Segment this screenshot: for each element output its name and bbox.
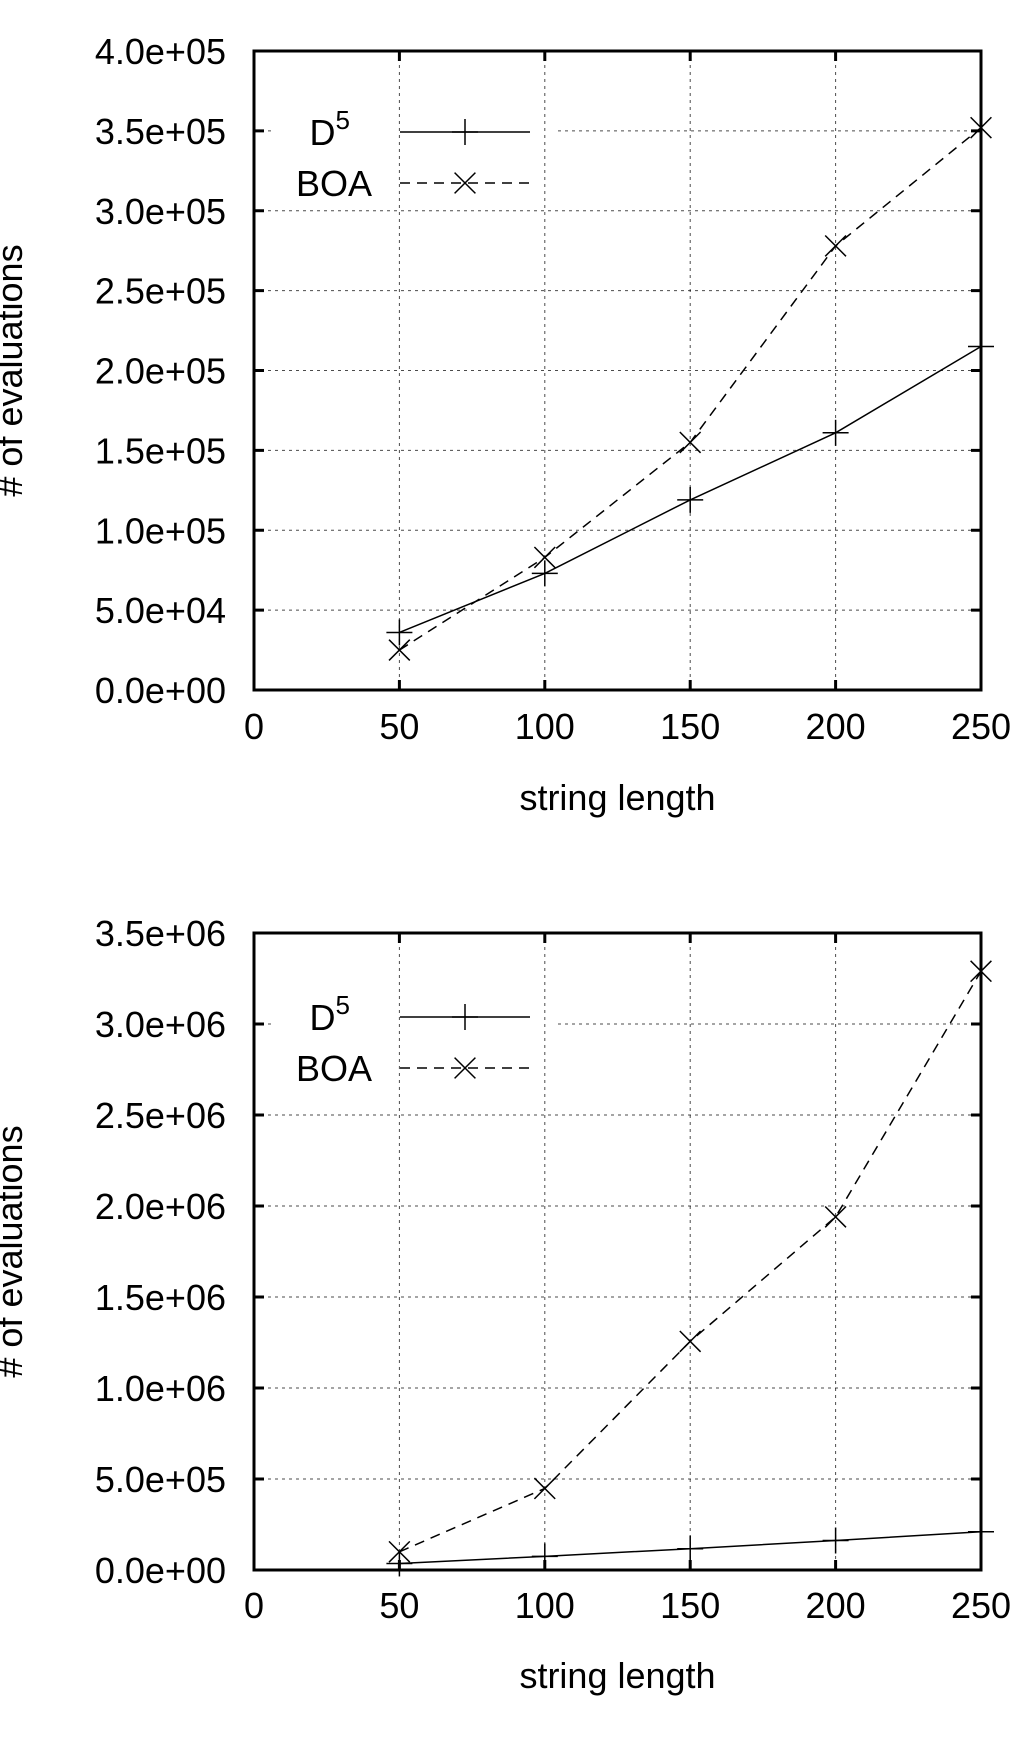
y-tick-label: 2.5e+05 <box>95 271 226 312</box>
x-axis-label: string length <box>519 1655 715 1696</box>
x-tick-label: 100 <box>515 1585 575 1626</box>
cross-marker <box>970 116 992 139</box>
y-tick-label: 3.5e+05 <box>95 111 226 152</box>
series-boa <box>388 116 992 661</box>
y-axis-label: # of evaluations <box>0 1125 30 1377</box>
x-tick-label: 150 <box>660 1585 720 1626</box>
cross-marker <box>388 639 411 661</box>
legend-label-superscript: 5 <box>336 990 350 1020</box>
data-point <box>388 639 411 661</box>
legend-label: D5 <box>310 990 350 1038</box>
plot-frame <box>252 49 983 692</box>
x-tick-label: 200 <box>806 706 866 747</box>
cross-marker <box>533 546 556 569</box>
series-d <box>386 333 994 646</box>
x-tick-label: 200 <box>806 1585 866 1626</box>
chart-1: 0 50 100 150 200 250 0.0e+00 5.0e+04 1.0e+05 1.5e… <box>0 31 1011 818</box>
series-boa <box>388 960 992 1563</box>
y-tick-label: 2.0e+06 <box>95 1186 226 1227</box>
x-tick-label: 250 <box>951 1585 1011 1626</box>
legend-entry-boa: BOA <box>296 163 530 204</box>
legend-label-text: D <box>310 997 336 1038</box>
data-point <box>824 234 847 257</box>
legend-label-superscript: 5 <box>336 105 350 135</box>
y-tick-label: 1.0e+05 <box>95 510 226 551</box>
data-point <box>822 419 849 446</box>
x-tick-label: 0 <box>244 706 264 747</box>
y-tick-label: 2.5e+06 <box>95 1095 226 1136</box>
y-tick-label: 5.0e+04 <box>95 590 226 631</box>
data-point <box>968 1518 994 1545</box>
legend-entry-d: D5 <box>310 105 530 153</box>
y-tick-label: 3.5e+06 <box>95 913 226 954</box>
y-tick-label: 0.0e+00 <box>95 1550 226 1591</box>
cross-marker <box>388 1540 411 1563</box>
x-tick-label: 100 <box>515 706 575 747</box>
cross-marker <box>970 960 992 983</box>
cross-marker <box>533 1477 556 1500</box>
plot-frame <box>252 931 983 1572</box>
y-tick-label: 1.5e+06 <box>95 1277 226 1318</box>
data-point <box>533 1477 556 1500</box>
data-point <box>386 619 413 646</box>
y-tick-label: 5.0e+05 <box>95 1459 226 1500</box>
y-tick-label: 1.5e+05 <box>95 430 226 471</box>
data-point <box>531 1543 558 1570</box>
x-axis-label: string length <box>519 777 715 818</box>
x-tick-label: 50 <box>379 1585 419 1626</box>
legend-label-text: BOA <box>296 163 372 204</box>
x-tick-label: 0 <box>244 1585 264 1626</box>
data-point <box>824 1205 847 1228</box>
x-tick-label: 250 <box>951 706 1011 747</box>
x-tick-label: 50 <box>379 706 419 747</box>
data-point <box>388 1540 411 1563</box>
data-point <box>822 1527 849 1554</box>
legend-entry-boa: BOA <box>296 1048 530 1089</box>
data-point <box>970 960 992 983</box>
y-tick-label: 1.0e+06 <box>95 1368 226 1409</box>
data-point <box>386 1550 413 1577</box>
data-point <box>968 333 994 360</box>
x-tick-label: 150 <box>660 706 720 747</box>
legend-label: BOA <box>296 1048 372 1089</box>
y-tick-label: 4.0e+05 <box>95 31 226 72</box>
y-tick-label: 2.0e+05 <box>95 351 226 392</box>
data-point <box>531 560 558 587</box>
y-tick-label: 3.0e+05 <box>95 191 226 232</box>
legend-entry-d: D5 <box>310 990 530 1038</box>
y-tick-label: 0.0e+00 <box>95 670 226 711</box>
cross-marker <box>454 172 476 194</box>
series-line <box>399 970 982 1553</box>
data-point <box>677 486 704 513</box>
legend-label-text: BOA <box>296 1048 372 1089</box>
y-axis-label: # of evaluations <box>0 244 30 496</box>
cross-marker <box>824 1205 847 1228</box>
data-point <box>533 546 556 569</box>
cross-marker <box>679 431 702 454</box>
legend-label: BOA <box>296 163 372 204</box>
legend-label: D5 <box>310 105 350 153</box>
data-point <box>677 1535 704 1562</box>
data-point <box>970 116 992 139</box>
series-d <box>386 1518 994 1577</box>
chart-2: 0 50 100 150 200 250 0.0e+00 5.0e+05 1.0e+06 1.5e… <box>0 913 1011 1696</box>
data-point <box>679 431 702 454</box>
legend-label-text: D <box>310 112 336 153</box>
cross-marker <box>679 1330 702 1353</box>
cross-marker <box>454 1057 476 1079</box>
data-point <box>679 1330 702 1353</box>
cross-marker <box>824 234 847 257</box>
y-tick-label: 3.0e+06 <box>95 1004 226 1045</box>
